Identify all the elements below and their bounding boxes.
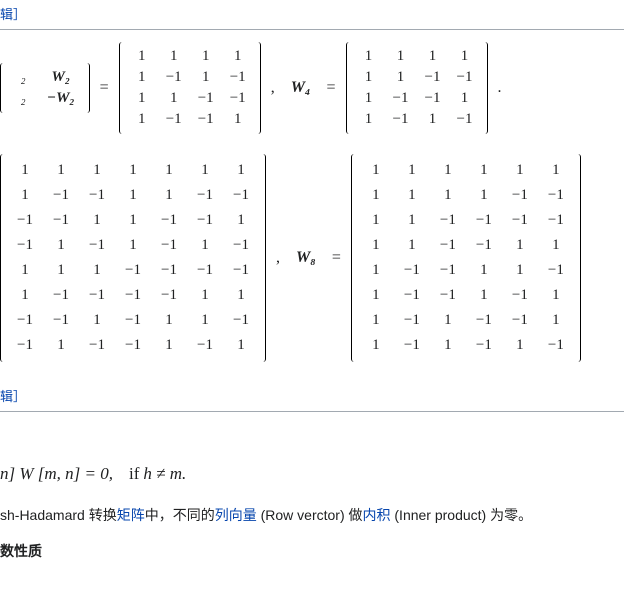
matrix-4a: 11111−11−111−1−11−1−11 [119, 42, 261, 134]
text-mid2: (Row verctor) 做 [257, 507, 363, 523]
w4-label: W₄ [291, 79, 311, 97]
comma-2: , [276, 249, 280, 267]
text-post: (Inner product) 为零。 [391, 507, 533, 523]
formula-if: if [129, 464, 139, 483]
equation-2: 11111111−1−111−1−1−1−111−1−11−11−11−11−1… [0, 154, 624, 362]
section-divider-2 [0, 411, 624, 412]
edit-link-top[interactable]: 辑］ [0, 0, 624, 27]
text-pre: sh-Hadamard 转换 [0, 507, 117, 523]
matrix-8a: 11111111−1−111−1−1−1−111−1−11−11−11−11−1… [0, 154, 266, 362]
formula-lhs: n] W [m, n] = 0, [0, 464, 113, 483]
matrix-block-lhs: ₂ W₂ ₂ −W₂ [0, 63, 90, 113]
equals-2: = [327, 79, 336, 97]
w8-label: W₈ [296, 249, 316, 267]
comma-1: , [271, 79, 275, 97]
period-1: . [498, 79, 502, 97]
matrix-8b: 1111111111−1−111−1−1−1−111−1−1111−1−111−… [351, 154, 581, 362]
formula-cond: h ≠ m. [143, 464, 186, 483]
link-column-vector[interactable]: 列向量 [215, 507, 257, 523]
text-mid1: 中，不同的 [145, 507, 215, 523]
section-divider-1 [0, 29, 624, 30]
link-matrix[interactable]: 矩阵 [117, 507, 145, 523]
equation-1: ₂ W₂ ₂ −W₂ = 11111−11−111−1−11−1−11 , W₄… [0, 42, 624, 134]
matrix-4b: 111111−1−11−1−111−11−1 [346, 42, 488, 134]
equals-3: = [332, 249, 341, 267]
footer-fragment: 数性质 [0, 540, 624, 562]
explanation-paragraph: sh-Hadamard 转换矩阵中，不同的列向量 (Row verctor) 做… [0, 504, 624, 526]
orthogonality-formula: n] W [m, n] = 0, if h ≠ m. [0, 464, 624, 484]
link-inner-product[interactable]: 内积 [363, 507, 391, 523]
edit-link-2[interactable]: 辑］ [0, 382, 624, 409]
equals-1: = [100, 79, 109, 97]
